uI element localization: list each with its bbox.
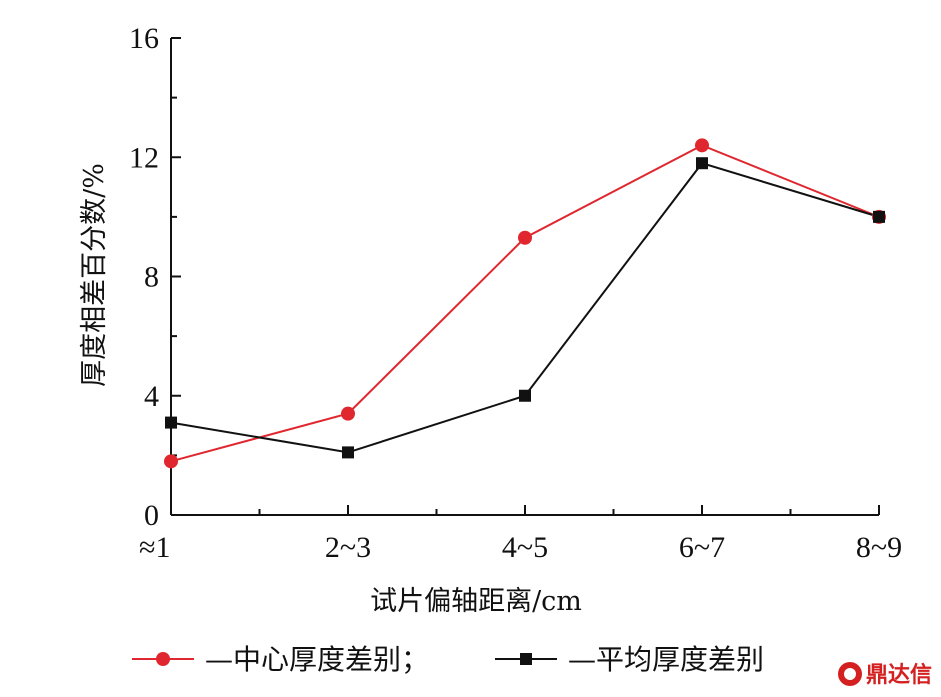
series-1-point [696, 157, 708, 170]
watermark-logo-inner [844, 668, 856, 680]
x-tick-label: 4~5 [502, 531, 548, 564]
legend-marker-average [520, 653, 532, 665]
axes [170, 37, 880, 516]
series-line-1 [170, 162, 880, 454]
y-axis-title: 厚度相差百分数/% [79, 163, 110, 387]
series-line-0 [170, 144, 880, 463]
y-tick-labels: 0 4 8 12 16 [129, 22, 159, 532]
series-0-point [164, 454, 178, 469]
series-0-point [341, 406, 355, 421]
y-tick-label: 0 [144, 499, 159, 532]
x-axis-title: 试片偏轴距离/cm [370, 586, 582, 617]
legend: —中心厚度差别； —平均厚度差别 [132, 643, 764, 676]
series-1-point [519, 389, 531, 402]
x-tick-label: 8~9 [856, 531, 902, 564]
y-tick-label: 8 [144, 261, 159, 294]
x-tick-label: 6~7 [679, 531, 725, 564]
x-tick-labels: ≈1 2~3 4~5 6~7 8~9 [139, 531, 902, 564]
y-tick-label: 16 [129, 22, 159, 55]
series-1-point [165, 416, 177, 429]
y-tick-label: 4 [144, 380, 159, 413]
x-tick-label: ≈1 [139, 531, 170, 564]
y-tick-label: 12 [129, 141, 159, 174]
legend-marker-center [156, 652, 170, 666]
series-0-point [695, 138, 709, 153]
watermark-text: 鼎达信 [866, 662, 932, 688]
legend-label-average: —平均厚度差别 [568, 643, 764, 676]
watermark: 鼎达信 [838, 662, 932, 688]
series-1-point [873, 210, 885, 223]
series-0-point [518, 230, 532, 245]
x-tick-label: 2~3 [325, 531, 371, 564]
plot-area [164, 138, 886, 469]
legend-label-center: —中心厚度差别； [205, 643, 429, 676]
series-1-point [342, 446, 354, 459]
